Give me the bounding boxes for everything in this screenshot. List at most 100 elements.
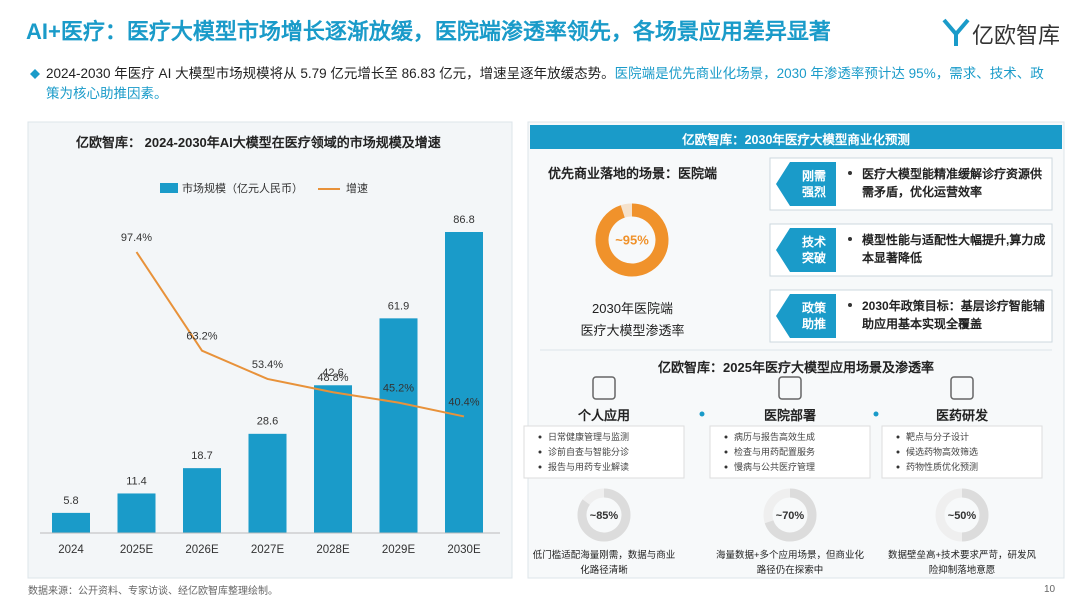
caption: 2030年医院端 xyxy=(592,301,673,316)
scenario-note: 海量数据+多个应用场景，但商业化路径仍在探索中 xyxy=(715,550,865,576)
summary: 2024-2030 年医疗 AI 大模型市场规模将从 5.79 亿元增长至 86… xyxy=(46,64,1056,104)
x-tick-label: 2027E xyxy=(251,544,285,556)
scenario-icon xyxy=(950,376,974,400)
use-dot xyxy=(896,465,900,469)
use: 药物性质优化预测 xyxy=(906,462,979,472)
donut-label: ~95% xyxy=(615,232,649,247)
factor-dot xyxy=(848,237,852,241)
growth-line xyxy=(135,251,465,418)
scenario-icon xyxy=(778,376,802,400)
use-dot xyxy=(724,435,728,439)
donut-arc xyxy=(595,203,669,277)
use: 靶点与分子设计 xyxy=(906,432,970,442)
bar xyxy=(445,232,483,533)
line-label: 48.8% xyxy=(317,372,348,384)
x-tick-label: 2026E xyxy=(185,544,219,556)
scenario-name: 个人应用 xyxy=(577,408,630,423)
use-dot xyxy=(538,450,542,454)
scenario-note: 低门槛适配海量刚需，数据与商业化路径清晰 xyxy=(532,550,676,576)
legend-label: 市场规模（亿元人民币） xyxy=(182,181,303,195)
line-label: 97.4% xyxy=(121,232,152,244)
use: 慢病与公共医疗管理 xyxy=(734,462,816,472)
scenarios-title: 亿欧智库：2025年医疗大模型应用场景及渗透率 xyxy=(658,360,934,375)
gauge-arc xyxy=(961,488,989,542)
forecast-title: 亿欧智库：2030年医疗大模型商业化预测 xyxy=(682,133,910,147)
x-tick-label: 2025E xyxy=(120,544,154,556)
scenario-name: 医院部署 xyxy=(763,408,816,423)
logo-icon xyxy=(942,18,970,46)
bar xyxy=(379,318,418,533)
caption: 医疗大模型渗透率 xyxy=(580,323,685,338)
bar xyxy=(248,433,287,533)
uses-box xyxy=(881,425,1043,479)
scenario-note: 数据壁垒高+技术要求严苛，研发风险抑制落地意愿 xyxy=(887,550,1037,576)
use-dot xyxy=(724,450,728,454)
factor-box xyxy=(769,223,1053,277)
bar xyxy=(314,385,352,533)
use: 病历与报告高效生成 xyxy=(734,432,816,442)
factor-dot xyxy=(848,303,852,307)
uses-box xyxy=(523,425,685,479)
use-dot xyxy=(724,465,728,469)
factor-text: 2030年政策目标：基层诊疗智能辅助应用基本实现全覆盖 xyxy=(862,299,1045,331)
line-label: 63.2% xyxy=(186,331,217,343)
bar-label: 86.8 xyxy=(453,214,474,226)
factor-text: 医疗大模型能精准缓解诊疗资源供需矛盾，优化运营效率 xyxy=(862,167,1043,199)
connector-dot xyxy=(873,411,879,417)
use: 检查与用药配置服务 xyxy=(734,447,816,457)
summary-highlight: 医院端是优先商业化场景，2030 年渗透率预计达 95%，需求、技术、政策为核心… xyxy=(46,66,1044,101)
x-tick-label: 2030E xyxy=(447,544,481,556)
title: AI+医疗：医疗大模型市场增长逐渐放缓，医院端渗透率领先，各场景应用差异显著 xyxy=(26,19,831,44)
scenario-name: 医药研发 xyxy=(935,408,988,423)
line-label: 53.4% xyxy=(252,359,283,371)
use-dot xyxy=(538,465,542,469)
factor-tag-text: 政策助推 xyxy=(801,301,826,331)
x-tick-label: 2029E xyxy=(382,544,416,556)
summary-text: 2024-2030 年医疗 AI 大模型市场规模将从 5.79 亿元增长至 86… xyxy=(46,66,615,81)
forecast-header xyxy=(530,125,1062,149)
bar-label: 5.8 xyxy=(63,495,78,507)
factor-tag-text: 技术突破 xyxy=(801,235,826,265)
connector-dot xyxy=(699,411,705,417)
gauge-label: ~70% xyxy=(776,510,805,522)
gauge-arc xyxy=(577,488,631,542)
gauge-arc xyxy=(764,488,817,542)
x-tick-label: 2024 xyxy=(58,544,84,556)
use-dot xyxy=(896,435,900,439)
page-number: 10 xyxy=(1044,584,1056,595)
uses-box xyxy=(709,425,871,479)
bar-label: 11.4 xyxy=(126,475,147,487)
bar-label: 28.6 xyxy=(257,416,278,428)
bar-label: 42.6 xyxy=(322,367,343,379)
line-label: 45.2% xyxy=(383,383,414,395)
legend-label: 增速 xyxy=(346,181,368,195)
factor-dot xyxy=(848,171,852,175)
use-dot xyxy=(896,450,900,454)
factor-tag xyxy=(776,228,836,272)
factor-box xyxy=(769,289,1053,343)
bar xyxy=(117,493,156,533)
scene: 优先商业落地的场景：医院端 xyxy=(548,166,718,181)
use: 日常健康管理与监测 xyxy=(548,432,630,442)
use: 候选药物高效筛选 xyxy=(906,447,979,457)
bar-label: 18.7 xyxy=(191,450,212,462)
factor-tag xyxy=(776,294,836,338)
bar xyxy=(183,468,221,533)
bar-label: 61.9 xyxy=(388,300,409,312)
scenario-icon xyxy=(592,376,616,400)
use-dot xyxy=(538,435,542,439)
bar xyxy=(52,512,90,533)
factor-tag-text: 刚需强烈 xyxy=(801,169,826,199)
use: 诊前自查与智能分诊 xyxy=(548,447,630,457)
logo: 亿欧智库 xyxy=(972,23,1061,48)
chart-title: 亿欧智库： 2024-2030年AI大模型在医疗领域的市场规模及增速 xyxy=(76,135,441,150)
factor-box xyxy=(769,157,1053,211)
source: 数据来源：公开资料、专家访谈、经亿欧智库整理绘制。 xyxy=(28,586,278,597)
bullet xyxy=(30,69,40,79)
factor-tag xyxy=(776,162,836,206)
use: 报告与用药专业解读 xyxy=(548,462,630,472)
legend-swatch xyxy=(160,183,178,193)
x-tick-label: 2028E xyxy=(316,544,350,556)
